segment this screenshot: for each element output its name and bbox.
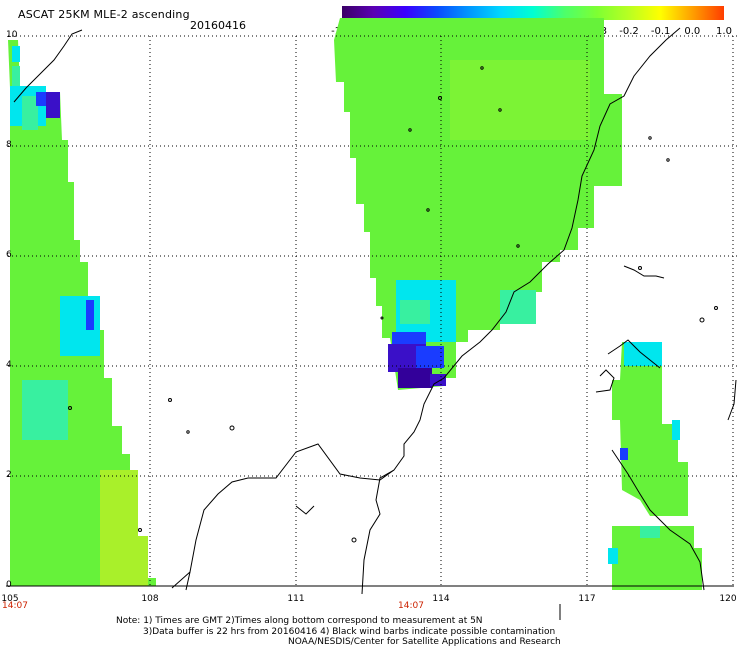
time-label: 14:07 xyxy=(398,601,424,611)
colorbar xyxy=(342,6,724,20)
islands xyxy=(68,66,718,543)
x-tick-label: 117 xyxy=(578,594,596,604)
x-tick-label: 105 xyxy=(1,594,19,604)
chart-date: 20160416 xyxy=(190,19,246,32)
chart-title: ASCAT 25KM MLE-2 ascending xyxy=(18,8,190,21)
time-label: 14:07 xyxy=(2,601,28,611)
x-tick-label: 120 xyxy=(719,594,737,604)
colorbar-gradient xyxy=(342,6,724,20)
footnote-line: 3)Data buffer is 22 hrs from 20160416 4)… xyxy=(143,626,556,637)
footnote-line: Note: 1) Times are GMT 2)Times along bot… xyxy=(116,616,483,626)
colorbar-label: 1.0 xyxy=(716,26,732,37)
coastlines xyxy=(13,27,737,620)
y-tick-label: 4 xyxy=(6,360,12,370)
colorbar-label: -0.2 xyxy=(619,26,639,37)
footnotes: Note: 1) Times are GMT 2)Times along bot… xyxy=(116,616,561,648)
swath-east xyxy=(608,342,702,590)
colorbar-label: 0.0 xyxy=(684,26,701,37)
x-tick-label: 114 xyxy=(432,594,450,604)
y-tick-label: 8 xyxy=(6,140,12,150)
y-tick-label: 6 xyxy=(6,250,12,260)
y-tick-label: 10 xyxy=(6,30,18,40)
swath-central xyxy=(334,18,622,390)
y-tick-label: 2 xyxy=(6,470,12,480)
x-tick-label: 108 xyxy=(141,594,159,604)
swath-west xyxy=(8,40,156,586)
y-tick-label: 0 xyxy=(6,580,12,590)
colorbar-label: -0.1 xyxy=(650,26,671,37)
x-tick-label: 111 xyxy=(287,594,305,604)
footnote-line: NOAA/NESDIS/Center for Satellite Applica… xyxy=(288,637,561,647)
